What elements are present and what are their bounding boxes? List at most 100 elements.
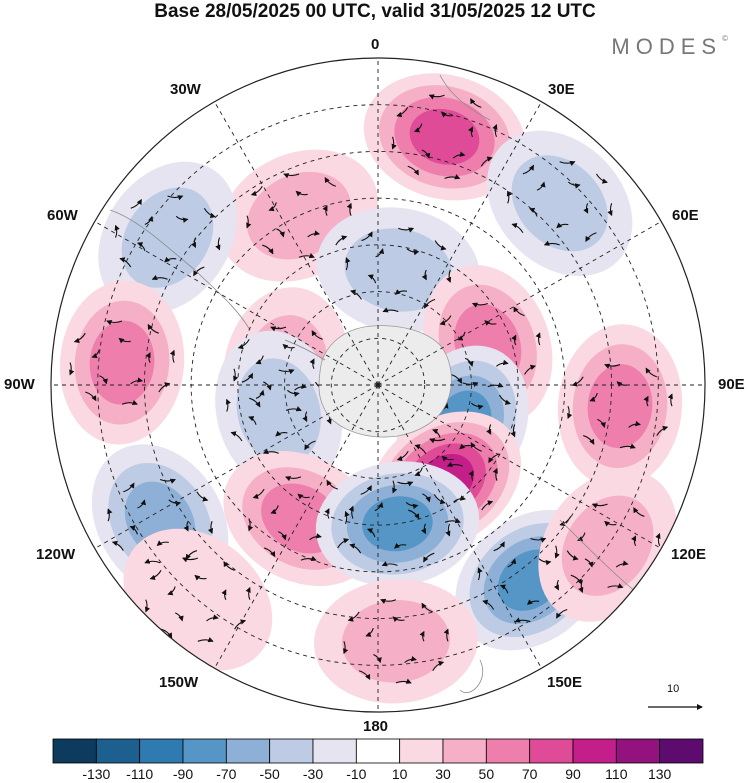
wind-vector <box>248 518 254 532</box>
wind-vector <box>241 372 254 383</box>
colorbar-swatch <box>442 738 487 764</box>
wind-vector <box>278 369 295 375</box>
wind-vector <box>584 558 594 568</box>
wind-vector <box>119 257 132 268</box>
colorbar-tick-label: -130 <box>82 766 111 782</box>
wind-vector <box>607 583 624 589</box>
wind-vector <box>526 599 540 605</box>
wind-vector <box>567 405 573 420</box>
colorbar-swatch <box>95 738 141 764</box>
colorbar-tick-label: 10 <box>391 766 408 782</box>
wind-vector <box>428 94 445 100</box>
wind-vector <box>513 306 525 317</box>
wind-vector <box>467 126 473 138</box>
wind-vector <box>137 499 146 509</box>
wind-vector <box>414 467 423 477</box>
wind-vector <box>121 399 138 406</box>
lon-label-120e: 120E <box>671 546 707 563</box>
antarctic-peninsula <box>284 339 326 361</box>
wind-vector <box>107 508 113 522</box>
reference-vector-label: 10 <box>667 683 680 695</box>
wind-vector <box>535 332 541 346</box>
wind-vector <box>73 332 86 343</box>
wind-vector <box>294 383 307 391</box>
wind-vector <box>367 274 377 284</box>
wind-vector <box>398 227 415 233</box>
colorbar-tick-label: -30 <box>302 766 324 782</box>
wind-vector <box>591 503 608 509</box>
wind-vector <box>347 611 360 622</box>
wind-vector <box>360 485 372 495</box>
colorbar-swatch <box>225 738 271 764</box>
wind-vector <box>194 574 207 581</box>
colorbar-swatch <box>485 738 531 764</box>
wind-vector <box>441 455 454 462</box>
map-title: Base 28/05/2025 00 UTC, valid 31/05/2025… <box>154 1 596 22</box>
wind-vector <box>597 418 606 428</box>
new-zealand-coast <box>459 659 484 693</box>
wind-vector <box>419 630 425 642</box>
wind-vector <box>343 641 349 655</box>
wind-vector <box>423 552 435 563</box>
wind-vector <box>255 355 264 365</box>
meridian-line <box>94 221 379 386</box>
wind-vector <box>604 363 621 369</box>
wind-vector <box>233 368 239 382</box>
wind-vector <box>191 237 197 249</box>
wind-vector <box>583 203 589 214</box>
wind-vector <box>309 358 315 370</box>
wind-vector <box>129 525 138 535</box>
wind-vector <box>249 397 261 408</box>
wind-vector <box>196 491 209 502</box>
lon-label-180: 180 <box>363 718 389 735</box>
wind-vector <box>543 240 560 246</box>
wind-vector <box>344 510 350 524</box>
wind-vector <box>136 242 146 251</box>
wind-vector <box>446 269 452 283</box>
wind-vector <box>559 516 572 527</box>
wind-vector <box>577 532 586 542</box>
wind-vector <box>151 274 168 281</box>
latitude-circle <box>237 244 519 526</box>
wind-vector <box>396 450 409 462</box>
wind-vector <box>276 228 285 238</box>
wind-vector <box>530 537 547 543</box>
wind-vector <box>470 441 482 452</box>
wind-vector <box>446 461 463 467</box>
lon-label-30w: 30W <box>170 81 201 98</box>
colorbar-swatch <box>572 738 617 764</box>
wind-vector <box>270 326 287 332</box>
wind-vector <box>381 561 398 567</box>
lon-label-0: 0 <box>371 36 380 53</box>
wind-vector <box>522 164 534 175</box>
wind-vector <box>144 599 151 613</box>
colorbar-tick-label: -10 <box>346 766 367 782</box>
wind-vector <box>361 231 373 242</box>
anomaly-contour <box>344 228 452 312</box>
wind-vector <box>406 248 420 256</box>
wind-vector <box>414 444 427 455</box>
wind-vector <box>250 185 263 197</box>
south-america-coast <box>109 209 251 331</box>
wind-vector <box>206 614 219 622</box>
lon-label-150e: 150E <box>547 674 583 691</box>
meridian-line <box>214 384 379 669</box>
wind-vector <box>324 176 336 187</box>
wind-vector <box>595 173 608 184</box>
meridian-line <box>377 384 662 549</box>
wind-vector <box>375 248 385 258</box>
wind-vector <box>422 493 431 503</box>
colorbar-tick-label: 130 <box>647 766 672 782</box>
wind-vector <box>604 520 617 527</box>
wind-vector <box>145 352 151 363</box>
colorbar-swatch <box>139 738 184 764</box>
wind-vector <box>607 203 613 217</box>
wind-vector <box>470 98 482 108</box>
wind-vector <box>443 628 449 642</box>
wind-vector <box>585 232 597 243</box>
wind-vector <box>282 343 295 350</box>
wind-vector <box>464 357 474 367</box>
wind-vector <box>392 480 398 494</box>
lon-label-60w: 60W <box>47 207 78 224</box>
africa-coast <box>439 74 491 121</box>
